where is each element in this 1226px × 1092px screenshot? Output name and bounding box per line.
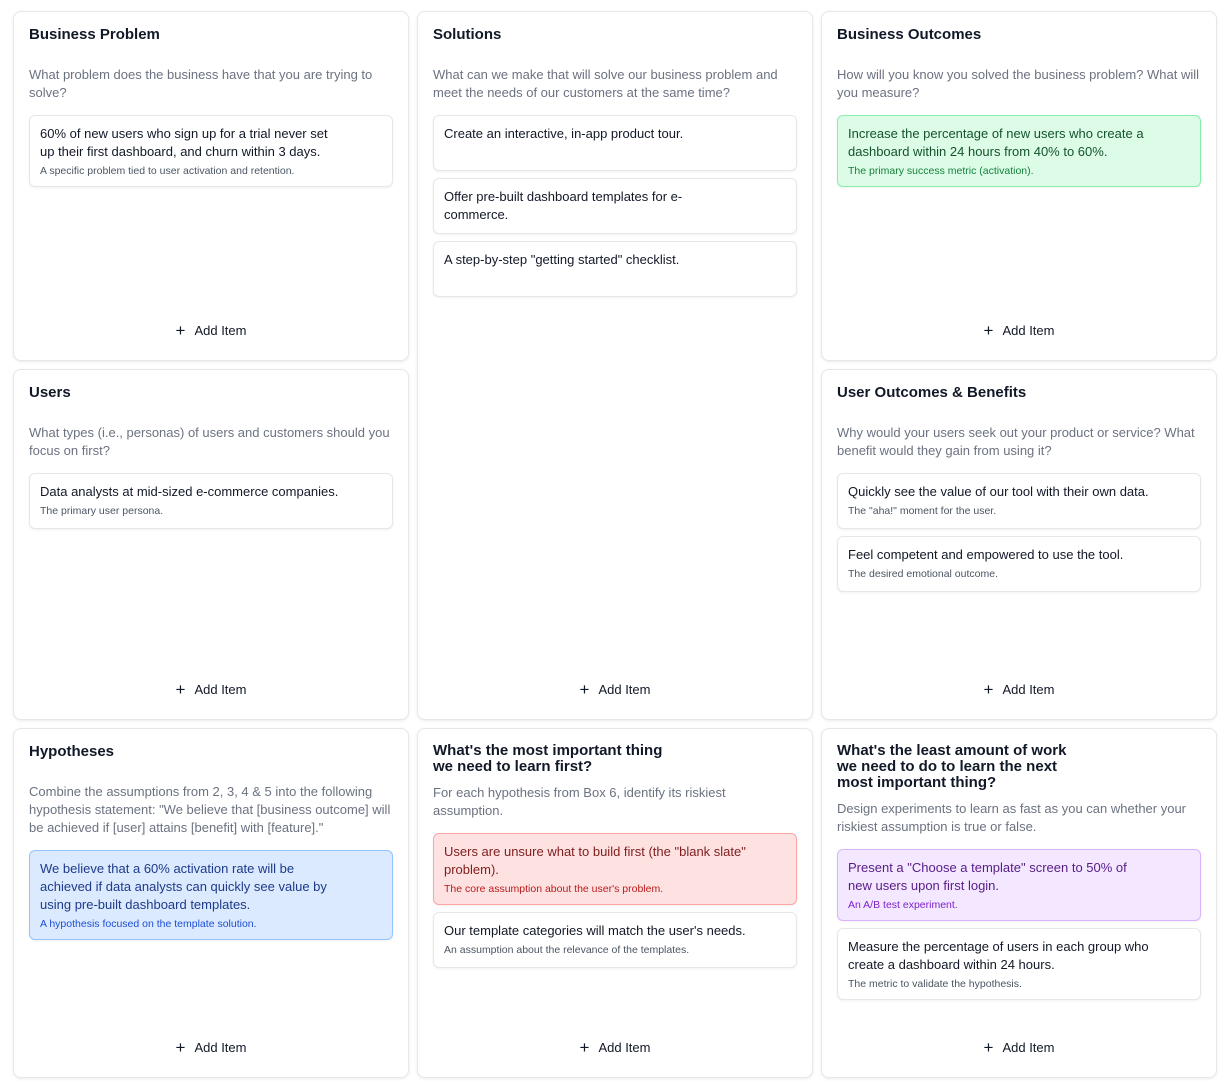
item-note: The primary user persona.	[40, 505, 164, 517]
box-description: What types (i.e., personas) of users and…	[29, 425, 390, 458]
item-note: A specific problem tied to user activati…	[40, 165, 295, 177]
item-note: The metric to validate the hypothesis.	[848, 978, 1022, 990]
add-item-label: Add Item	[598, 1040, 651, 1055]
item-list: Data analysts at mid-sized e-commerce co…	[29, 473, 393, 529]
item-card[interactable]: Users are unsure what to build first (th…	[433, 833, 797, 905]
item-card[interactable]: Feel competent and empowered to use the …	[837, 536, 1201, 592]
item-list: We believe that a 60% activation rate wi…	[29, 850, 393, 940]
item-card[interactable]: 60% of new users who sign up for a trial…	[29, 115, 393, 187]
box-description: Why would your users seek out your produ…	[837, 425, 1195, 458]
item-text: Offer pre-built dashboard templates for …	[444, 189, 683, 222]
item-text: Feel competent and empowered to use the …	[848, 547, 1124, 562]
item-list: Present a "Choose a template" screen to …	[837, 849, 1201, 1000]
plus-icon: +	[175, 320, 186, 340]
add-item-button[interactable]: + Add Item	[822, 679, 1216, 699]
box-description: Design experiments to learn as fast as y…	[837, 801, 1187, 834]
plus-icon: +	[983, 679, 994, 699]
add-item-button[interactable]: + Add Item	[822, 1037, 1216, 1057]
box-user-outcomes: User Outcomes & Benefits Why would your u…	[821, 369, 1217, 720]
item-list: Quickly see the value of our tool with t…	[837, 473, 1201, 592]
box-business-problem: Business Problem What problem does the bu…	[13, 11, 409, 361]
box-description: For each hypothesis from Box 6, identify…	[433, 785, 726, 818]
canvas-board: Business Problem What problem does the bu…	[13, 11, 1218, 1079]
item-note: The core assumption about the user's pro…	[444, 883, 664, 895]
box-title: User Outcomes & Benefits	[837, 384, 1027, 401]
box-description: How will you know you solved the busines…	[837, 67, 1199, 100]
box-title: Business Outcomes	[837, 26, 982, 43]
item-note: An A/B test experiment.	[848, 899, 958, 911]
item-card[interactable]: Increase the percentage of new users who…	[837, 115, 1201, 187]
item-note: The primary success metric (activation).	[848, 165, 1034, 177]
add-item-label: Add Item	[598, 682, 651, 697]
box-description: Combine the assumptions from 2, 3, 4 & 5…	[29, 784, 391, 835]
box-users: Users What types (i.e., personas) of user…	[13, 369, 409, 720]
item-card[interactable]: Measure the percentage of users in each …	[837, 928, 1201, 1000]
add-item-label: Add Item	[1002, 682, 1055, 697]
item-text: Present a "Choose a template" screen to …	[848, 860, 1127, 893]
item-list: Increase the percentage of new users who…	[837, 115, 1201, 187]
item-text: A step-by-step "getting started" checkli…	[444, 252, 680, 267]
add-item-button[interactable]: + Add Item	[14, 679, 408, 699]
box-title: Business Problem	[29, 26, 160, 43]
item-list: Users are unsure what to build first (th…	[433, 833, 797, 968]
box-title: Solutions	[433, 26, 502, 43]
plus-icon: +	[175, 1037, 186, 1057]
item-text: Data analysts at mid-sized e-commerce co…	[40, 484, 339, 499]
item-note: A hypothesis focused on the template sol…	[40, 918, 257, 930]
plus-icon: +	[175, 679, 186, 699]
plus-icon: +	[579, 679, 590, 699]
plus-icon: +	[983, 320, 994, 340]
item-card[interactable]: Present a "Choose a template" screen to …	[837, 849, 1201, 921]
box-business-outcomes: Business Outcomes How will you know you s…	[821, 11, 1217, 361]
item-note: An assumption about the relevance of the…	[444, 944, 690, 956]
item-list: 60% of new users who sign up for a trial…	[29, 115, 393, 187]
add-item-button[interactable]: + Add Item	[822, 320, 1216, 340]
item-card[interactable]: We believe that a 60% activation rate wi…	[29, 850, 393, 940]
add-item-button[interactable]: + Add Item	[418, 1037, 812, 1057]
box-title: Users	[29, 384, 71, 401]
item-text: Our template categories will match the u…	[444, 923, 746, 938]
item-card[interactable]: Offer pre-built dashboard templates for …	[433, 178, 797, 234]
item-card[interactable]: Our template categories will match the u…	[433, 912, 797, 968]
item-card[interactable]: Data analysts at mid-sized e-commerce co…	[29, 473, 393, 529]
add-item-label: Add Item	[1002, 1040, 1055, 1055]
item-text: We believe that a 60% activation rate wi…	[40, 861, 327, 912]
add-item-label: Add Item	[194, 682, 247, 697]
box-title: Hypotheses	[29, 743, 115, 760]
item-list: Create an interactive, in-app product to…	[433, 115, 797, 297]
box-hypotheses: Hypotheses Combine the assumptions from 2…	[13, 728, 409, 1078]
box-title: What's the most important thing we need …	[433, 742, 663, 775]
item-card[interactable]: Create an interactive, in-app product to…	[433, 115, 797, 171]
item-text: Measure the percentage of users in each …	[848, 939, 1149, 972]
item-card[interactable]: A step-by-step "getting started" checkli…	[433, 241, 797, 297]
item-card[interactable]: Quickly see the value of our tool with t…	[837, 473, 1201, 529]
item-text: 60% of new users who sign up for a trial…	[40, 126, 328, 159]
item-note: The "aha!" moment for the user.	[848, 505, 997, 517]
item-text: Increase the percentage of new users who…	[848, 126, 1144, 159]
box-learn-first: What's the most important thing we need …	[417, 728, 813, 1078]
add-item-button[interactable]: + Add Item	[14, 1037, 408, 1057]
plus-icon: +	[983, 1037, 994, 1057]
plus-icon: +	[579, 1037, 590, 1057]
item-text: Users are unsure what to build first (th…	[444, 844, 746, 877]
add-item-button[interactable]: + Add Item	[14, 320, 408, 340]
item-text: Quickly see the value of our tool with t…	[848, 484, 1149, 499]
box-title: What's the least amount of work we need …	[837, 742, 1067, 791]
add-item-label: Add Item	[1002, 323, 1055, 338]
box-least-work: What's the least amount of work we need …	[821, 728, 1217, 1078]
box-description: What can we make that will solve our bus…	[433, 67, 778, 100]
add-item-label: Add Item	[194, 323, 247, 338]
box-description: What problem does the business have that…	[29, 67, 373, 100]
box-solutions: Solutions What can we make that will solv…	[417, 11, 813, 720]
item-text: Create an interactive, in-app product to…	[444, 126, 684, 141]
add-item-label: Add Item	[194, 1040, 247, 1055]
item-note: The desired emotional outcome.	[848, 568, 998, 580]
add-item-button[interactable]: + Add Item	[418, 679, 812, 699]
